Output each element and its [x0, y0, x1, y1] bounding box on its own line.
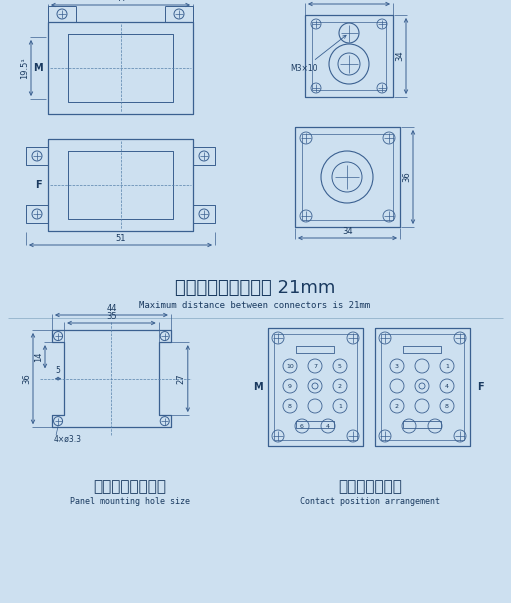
Text: 9: 9: [288, 384, 292, 388]
Text: 19.5¹: 19.5¹: [20, 57, 29, 79]
Text: 1: 1: [445, 364, 449, 368]
Text: 4: 4: [445, 384, 449, 388]
Text: M: M: [33, 63, 43, 73]
Text: F: F: [477, 382, 483, 392]
Text: 34: 34: [342, 227, 353, 236]
Text: 5: 5: [56, 365, 60, 374]
Text: Panel mounting hole size: Panel mounting hole size: [70, 497, 190, 507]
Text: 5: 5: [338, 364, 342, 368]
Text: 14: 14: [34, 352, 43, 362]
Text: 34: 34: [395, 51, 404, 62]
Text: 6: 6: [300, 423, 304, 429]
Text: 51: 51: [115, 234, 126, 243]
Text: 36: 36: [22, 373, 31, 384]
Text: 4: 4: [326, 423, 330, 429]
Text: 27: 27: [177, 373, 186, 384]
Text: 8: 8: [288, 403, 292, 408]
Text: 4×ø3.3: 4×ø3.3: [54, 435, 82, 444]
Text: 2: 2: [338, 384, 342, 388]
Text: 面板安装开孔尺寸: 面板安装开孔尺寸: [94, 479, 167, 494]
Text: M: M: [253, 382, 263, 392]
Text: 44: 44: [106, 304, 117, 313]
Text: 44: 44: [115, 0, 126, 3]
Text: Contact position arrangement: Contact position arrangement: [300, 497, 440, 507]
Text: F: F: [35, 180, 41, 190]
Text: M3×10: M3×10: [290, 36, 346, 73]
Text: 接触面孔位排布: 接触面孔位排布: [338, 479, 402, 494]
Text: 8: 8: [445, 403, 449, 408]
Text: 10: 10: [286, 364, 294, 368]
Text: 27: 27: [344, 0, 354, 2]
Text: 3: 3: [395, 364, 399, 368]
Text: 36: 36: [402, 172, 411, 182]
Text: 2: 2: [395, 403, 399, 408]
Text: 1: 1: [338, 403, 342, 408]
Text: 7: 7: [313, 364, 317, 368]
Text: 接插体之间最大距离 21mm: 接插体之间最大距离 21mm: [175, 279, 335, 297]
Text: Maximum distance between connectors is 21mm: Maximum distance between connectors is 2…: [140, 300, 370, 309]
Text: 35: 35: [106, 312, 117, 321]
